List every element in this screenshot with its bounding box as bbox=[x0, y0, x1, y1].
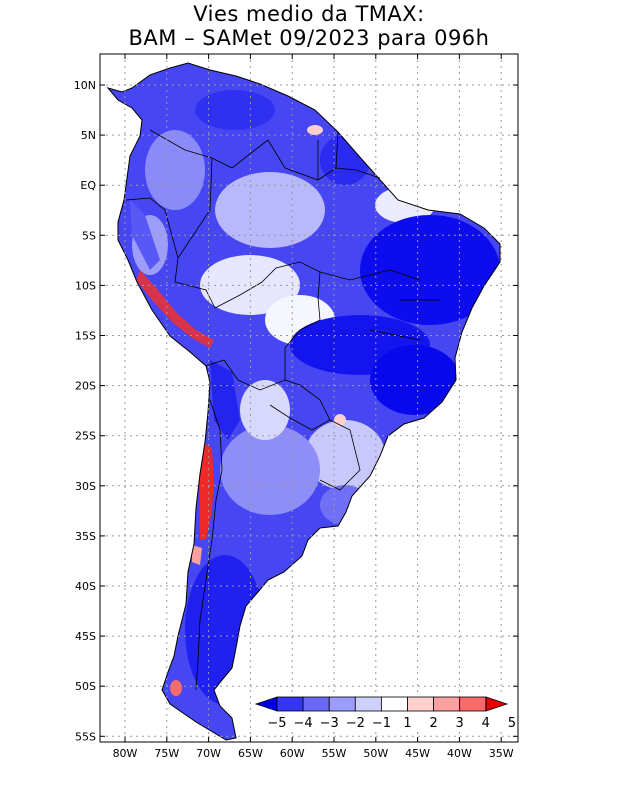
lat-label: 40S bbox=[75, 580, 96, 593]
lat-label: 55S bbox=[75, 730, 96, 743]
colorbar-label: 4 bbox=[482, 716, 490, 731]
bias-patch-warm-parana bbox=[334, 414, 346, 426]
colorbar-boxes bbox=[276, 696, 487, 712]
lat-label: 25S bbox=[75, 430, 96, 443]
colorbar-label: −4 bbox=[294, 716, 313, 731]
latitude-labels: 10N 5N EQ 5S 10S 15S 20S 25S 30S 35S 40S 45S 50S 55S bbox=[74, 79, 97, 743]
bias-patch-light-amazon-north bbox=[215, 172, 325, 248]
colorbar-box bbox=[354, 696, 382, 712]
bias-patch-strong-northeast bbox=[360, 215, 500, 325]
bias-patch-mid-argentina bbox=[220, 425, 320, 515]
colorbar-label: −1 bbox=[372, 716, 391, 731]
colorbar-box bbox=[407, 696, 435, 712]
border-guianas bbox=[267, 139, 381, 181]
lat-label: 5N bbox=[81, 129, 96, 142]
border-colombia-venezuela bbox=[149, 129, 269, 169]
bias-patch-light-south bbox=[305, 420, 385, 490]
border-bolivia-brazil bbox=[214, 261, 321, 349]
colorbar-box bbox=[433, 696, 461, 712]
axis-ticks bbox=[100, 54, 518, 742]
longitude-labels: 80W 75W 70W 65W 60W 55W 50W 45W 40W 35W bbox=[113, 747, 514, 760]
lat-label: 50S bbox=[75, 680, 96, 693]
bias-patch-mid-colombia bbox=[145, 130, 205, 210]
bias-patch-strong-southeast bbox=[370, 345, 460, 415]
colorbar-box bbox=[328, 696, 356, 712]
colorbar-label: 2 bbox=[429, 716, 437, 731]
border-argentina-brazil-uruguay bbox=[319, 419, 361, 491]
lon-label: 65W bbox=[238, 747, 263, 760]
lat-label: 10S bbox=[75, 279, 96, 292]
colorbar-label: −2 bbox=[346, 716, 365, 731]
lon-label: 45W bbox=[405, 747, 430, 760]
border-chile-argentina bbox=[195, 399, 223, 691]
map-title-line2: BAM – SAMet 09/2023 para 096h bbox=[128, 26, 490, 50]
lon-label: 80W bbox=[113, 747, 138, 760]
lat-label: 30S bbox=[75, 480, 96, 493]
lat-label: 10N bbox=[74, 79, 96, 92]
lon-label: 55W bbox=[322, 747, 347, 760]
coordinate-grid bbox=[100, 54, 518, 742]
lat-label: EQ bbox=[80, 179, 96, 192]
lon-label: 70W bbox=[196, 747, 221, 760]
lat-label: 5S bbox=[82, 229, 96, 242]
colorbar-box bbox=[459, 696, 487, 712]
border-colombia-brazil-peru bbox=[174, 157, 216, 309]
bias-patch-warm-chile-andes bbox=[198, 440, 214, 540]
bias-patch-warm-peru-andes bbox=[136, 270, 214, 348]
bias-patch-light-chaco bbox=[240, 380, 290, 440]
map-title-line1: Vies medio da TMAX: bbox=[193, 2, 425, 26]
colorbar-label: 1 bbox=[403, 716, 411, 731]
colorbar-label: 3 bbox=[456, 716, 464, 731]
lat-label: 35S bbox=[75, 530, 96, 543]
colorbar-labels: −5 −4 −3 −2 −1 1 2 3 4 5 bbox=[267, 716, 516, 731]
lon-label: 50W bbox=[363, 747, 388, 760]
colorbar-box bbox=[380, 696, 408, 712]
colorbar-box bbox=[302, 696, 330, 712]
lat-label: 15S bbox=[75, 330, 96, 343]
lon-label: 60W bbox=[280, 747, 305, 760]
lon-label: 35W bbox=[489, 747, 514, 760]
border-guiana-internal bbox=[317, 131, 339, 180]
colorbar-box bbox=[276, 696, 304, 712]
colorbar: −5 −4 −3 −2 −1 1 2 3 4 5 bbox=[252, 694, 516, 731]
bias-patch-mid-andes-north bbox=[130, 200, 160, 270]
bias-patch-warm-guyana bbox=[307, 125, 323, 135]
colorbar-label: −5 bbox=[267, 716, 286, 731]
border-ecuador bbox=[125, 197, 179, 259]
lat-label: 45S bbox=[75, 630, 96, 643]
country-borders bbox=[125, 129, 440, 691]
colorbar-label: 5 bbox=[508, 716, 516, 731]
lat-label: 20S bbox=[75, 380, 96, 393]
colorbar-label: −3 bbox=[320, 716, 339, 731]
bias-patch-warm-patagonia-tip bbox=[170, 680, 182, 696]
colorbar-arrow-right bbox=[485, 696, 509, 712]
lon-label: 75W bbox=[154, 747, 179, 760]
bias-patch-strong-venezuela bbox=[195, 90, 275, 130]
bias-patch-warm-chile-south bbox=[192, 545, 202, 565]
bias-patch-strong-altiplano bbox=[210, 360, 240, 440]
border-bolivia-south bbox=[205, 348, 286, 391]
lon-label: 40W bbox=[447, 747, 472, 760]
